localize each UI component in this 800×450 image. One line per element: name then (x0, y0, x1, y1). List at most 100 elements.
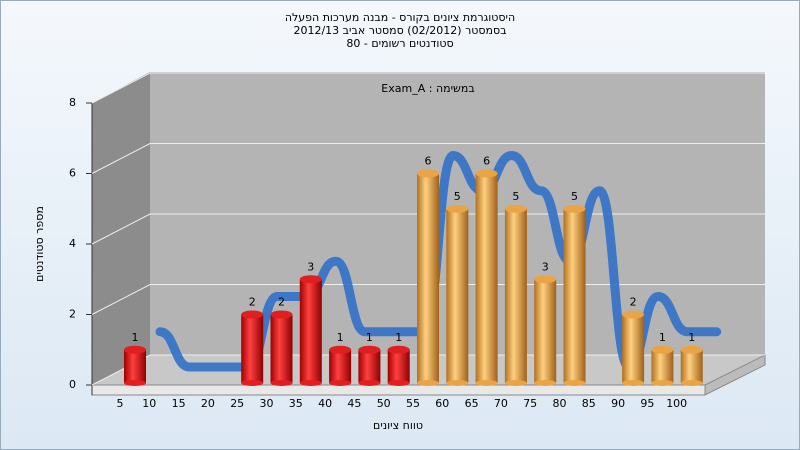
value-label: 2 (249, 296, 256, 309)
value-label: 5 (512, 190, 519, 203)
x-tick-label: 20 (201, 397, 215, 410)
bar (241, 314, 264, 383)
bar-bottom (241, 380, 264, 386)
x-tick-label: 15 (172, 397, 186, 410)
bar-top (299, 275, 322, 284)
value-label: 6 (483, 155, 490, 168)
grid-line (91, 213, 765, 245)
grid-line (91, 143, 765, 174)
bar-bottom (299, 380, 322, 386)
bar-top (563, 204, 586, 213)
bar-top (417, 169, 439, 178)
x-tick-label: 75 (523, 397, 537, 410)
value-label: 5 (454, 190, 461, 203)
bar-bottom (417, 380, 439, 386)
bar (651, 349, 674, 383)
value-label: 1 (659, 331, 666, 344)
bar (534, 279, 557, 383)
value-label: 1 (395, 331, 402, 344)
bar-bottom (387, 380, 410, 386)
y-tick-label: 0 (69, 378, 76, 391)
bar-bottom (651, 380, 674, 386)
value-label: 3 (307, 260, 314, 273)
bar-bottom (680, 380, 703, 386)
bar-bottom (475, 380, 498, 386)
title: בסמסטר (02/2012) סמסטר אביב 2012/13 (293, 24, 506, 37)
bar-bottom (124, 380, 146, 386)
value-label: 3 (542, 260, 549, 273)
bar-bottom (534, 380, 557, 386)
bar-top (358, 345, 381, 354)
bar (124, 349, 146, 383)
grid-line (91, 72, 765, 104)
bar-bottom (358, 380, 381, 386)
bar (475, 173, 498, 383)
bar-bottom (504, 380, 527, 386)
x-tick-label: 90 (611, 397, 625, 410)
bar (329, 349, 352, 383)
value-label: 2 (278, 296, 285, 309)
y-tick-label: 8 (69, 96, 76, 109)
bar-top (446, 204, 469, 213)
value-label: 1 (688, 331, 695, 344)
value-label: 1 (132, 331, 139, 344)
bar-top (387, 345, 410, 354)
bar-top (329, 345, 352, 354)
bar-top (680, 345, 703, 354)
x-tick-label: 10 (142, 397, 156, 410)
bar-top (124, 345, 146, 354)
x-tick-label: 45 (347, 397, 361, 410)
x-tick-label: 50 (377, 397, 391, 410)
x-tick-label: 40 (318, 397, 332, 410)
x-tick-label: 60 (435, 397, 449, 410)
x-tick-label: 35 (289, 397, 303, 410)
y-axis-label: מספר סטודנטים (33, 206, 46, 282)
title: היסטוגרמת ציונים בקורס - מבנה מערכות הפע… (285, 11, 515, 24)
bar-top (504, 204, 527, 213)
x-tick-label: 100 (666, 397, 687, 410)
value-label: 1 (366, 331, 373, 344)
bar (299, 279, 322, 383)
title: סטודנטים רשומים - 80 (346, 37, 453, 50)
grid-line (91, 284, 765, 315)
x-tick-label: 80 (553, 397, 567, 410)
x-tick-label: 65 (465, 397, 479, 410)
annotation: Exam_A : במשימה (381, 82, 474, 95)
bar (387, 349, 410, 383)
bar (563, 208, 586, 383)
bar (358, 349, 381, 383)
x-tick-label: 5 (117, 397, 124, 410)
bar-bottom (446, 380, 469, 386)
grid-line (91, 354, 765, 386)
y-tick-label: 6 (69, 167, 76, 180)
y-tick-label: 4 (69, 237, 76, 250)
x-tick-label: 55 (406, 397, 420, 410)
bar (270, 314, 293, 383)
bar-top (534, 275, 557, 284)
floor-edge-side (704, 354, 766, 396)
x-tick-label: 70 (494, 397, 508, 410)
bar (417, 173, 439, 383)
bar-bottom (329, 380, 352, 386)
value-label: 5 (571, 190, 578, 203)
y-tick-label: 2 (69, 308, 76, 321)
x-tick-label: 25 (230, 397, 244, 410)
bar-bottom (270, 380, 293, 386)
x-tick-label: 30 (260, 397, 274, 410)
bar-top (475, 169, 498, 178)
bar (446, 208, 469, 383)
bar (680, 349, 703, 383)
floor-edge (91, 384, 706, 396)
x-axis-label: טווח ציונים (373, 419, 423, 432)
bar-top (651, 345, 674, 354)
value-label: 2 (630, 296, 637, 309)
bar-bottom (622, 380, 645, 386)
value-label: 1 (337, 331, 344, 344)
bar-top (622, 310, 645, 319)
bar-top (241, 310, 264, 319)
bar-bottom (563, 380, 586, 386)
value-label: 6 (425, 155, 432, 168)
x-tick-label: 85 (582, 397, 596, 410)
bar (504, 208, 527, 383)
